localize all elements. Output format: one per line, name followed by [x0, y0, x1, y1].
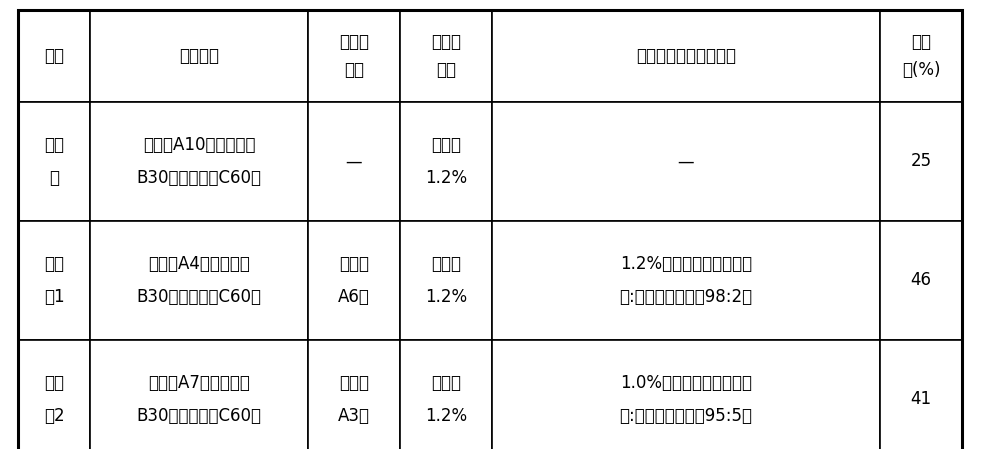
Text: 对比: 对比 [44, 136, 64, 154]
Text: A3份: A3份 [338, 407, 370, 425]
Text: 膨润土: 膨润土 [431, 374, 461, 392]
Text: 实施: 实施 [44, 255, 64, 273]
Text: 土:聚乙烯醇比例为95:5）: 土:聚乙烯醇比例为95:5） [620, 407, 753, 425]
Bar [492, 102, 880, 221]
Bar [90, 221, 308, 340]
Bar [880, 221, 962, 340]
Bar [880, 340, 962, 449]
Text: 土:聚乙烯醇比例为98:2）: 土:聚乙烯醇比例为98:2） [619, 288, 753, 306]
Text: A6份: A6份 [338, 288, 370, 306]
Text: 率(%): 率(%) [902, 61, 940, 79]
Bar [400, 10, 492, 102]
Text: 结剂: 结剂 [436, 61, 456, 79]
Bar [308, 102, 400, 221]
Text: 脱硝: 脱硝 [911, 33, 931, 51]
Text: 铁精矿: 铁精矿 [339, 374, 369, 392]
Text: —: — [678, 152, 694, 171]
Bar [90, 340, 308, 449]
Text: B30份、铁精矿C60份: B30份、铁精矿C60份 [136, 288, 262, 306]
Text: 铁精矿A7份、铁精矿: 铁精矿A7份、铁精矿 [148, 374, 250, 392]
Bar [18, 340, 90, 449]
Text: 铁精矿A10份、铁精矿: 铁精矿A10份、铁精矿 [143, 136, 255, 154]
Text: 1.2%: 1.2% [425, 407, 467, 425]
Text: 1.2%: 1.2% [425, 169, 467, 187]
Bar [492, 221, 880, 340]
Text: B30份、铁精矿C60份: B30份、铁精矿C60份 [136, 169, 262, 187]
Text: 1.2%复合型粘结剂（膨润: 1.2%复合型粘结剂（膨润 [620, 255, 752, 273]
Text: 膨润土: 膨润土 [431, 136, 461, 154]
Text: 1.2%: 1.2% [425, 288, 467, 306]
Bar [18, 221, 90, 340]
Bar [400, 102, 492, 221]
Text: 成球粘: 成球粘 [431, 33, 461, 51]
Text: 例1: 例1 [44, 288, 64, 306]
Text: 成球原料: 成球原料 [179, 47, 219, 65]
Bar [400, 221, 492, 340]
Bar [308, 340, 400, 449]
Text: 1.0%复合型粘结剂（膨润: 1.0%复合型粘结剂（膨润 [620, 374, 752, 392]
Bar [18, 10, 90, 102]
Bar [492, 10, 880, 102]
Text: 25: 25 [910, 152, 932, 171]
Text: 46: 46 [910, 271, 932, 290]
Text: —: — [346, 152, 362, 171]
Text: 铁精矿A4份、铁精矿: 铁精矿A4份、铁精矿 [148, 255, 250, 273]
Bar [880, 10, 962, 102]
Text: 表层粘: 表层粘 [339, 33, 369, 51]
Text: B30份、铁精矿C60份: B30份、铁精矿C60份 [136, 407, 262, 425]
Bar [18, 102, 90, 221]
Text: 例: 例 [49, 169, 59, 187]
Text: 例2: 例2 [44, 407, 64, 425]
Bar [492, 340, 880, 449]
Text: 41: 41 [910, 390, 932, 409]
Text: 粘附料中使用的粘结剂: 粘附料中使用的粘结剂 [636, 47, 736, 65]
Bar [308, 221, 400, 340]
Bar [90, 10, 308, 102]
Text: 实施: 实施 [44, 374, 64, 392]
Bar [400, 340, 492, 449]
Text: 附料: 附料 [344, 61, 364, 79]
Text: 铁精矿: 铁精矿 [339, 255, 369, 273]
Text: 膨润土: 膨润土 [431, 255, 461, 273]
Text: 方案: 方案 [44, 47, 64, 65]
Bar [308, 10, 400, 102]
Bar [90, 102, 308, 221]
Bar [880, 102, 962, 221]
